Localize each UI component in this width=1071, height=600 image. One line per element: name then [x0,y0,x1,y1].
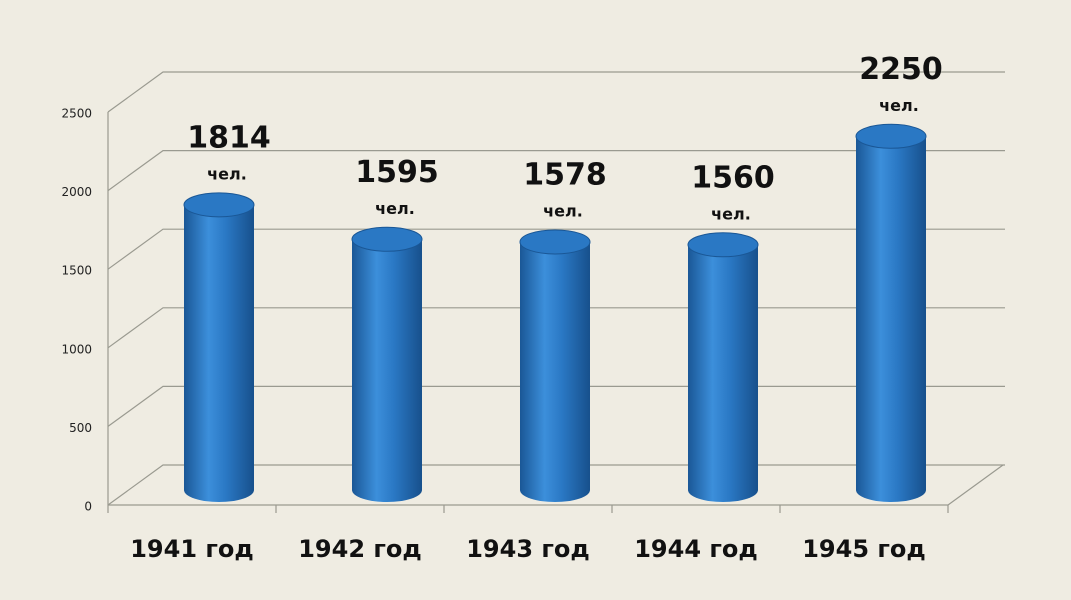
y-tick-label: 500 [69,421,92,435]
grid-line [107,71,1005,113]
cylinder-body [184,204,254,502]
value-label: 1814 [187,120,271,155]
y-tick-label: 2000 [61,185,92,199]
y-tick-label: 2500 [61,107,92,121]
cylinder-top [687,232,759,258]
cylinder-top [183,192,255,218]
x-tick-label: 1941 год [130,535,254,563]
unit-label: чел. [711,204,751,223]
value-label: 1578 [523,157,607,192]
value-label: 1560 [691,160,775,195]
unit-label: чел. [375,199,415,218]
cylinder-body [520,241,590,502]
cylinder-top [519,229,591,255]
cylinder-top [855,123,927,149]
grid-line [107,228,1005,270]
x-tick-label: 1943 год [466,535,590,563]
value-label: 1595 [355,155,439,190]
value-label: 2250 [859,52,943,87]
cylinder-top [351,226,423,252]
y-tick-label: 1500 [61,264,92,278]
x-tick-label: 1945 год [802,535,926,563]
unit-label: чел. [207,164,247,183]
cylinder-body [688,244,758,502]
x-tick-label: 1942 год [298,535,422,563]
x-tick-label: 1944 год [634,535,758,563]
unit-label: чел. [879,96,919,115]
grid-line [107,150,1005,192]
cylinder-body [352,239,422,503]
y-tick-label: 1000 [61,342,92,356]
cylinder-body [856,136,926,503]
y-tick-label: 0 [84,500,92,514]
unit-label: чел. [543,201,583,220]
